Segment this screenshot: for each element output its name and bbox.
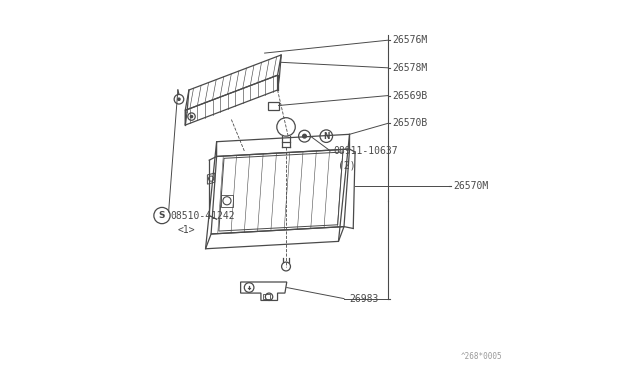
Text: N: N bbox=[323, 132, 330, 141]
Text: 26570B: 26570B bbox=[392, 118, 428, 128]
Text: 08911-10637: 08911-10637 bbox=[333, 146, 397, 156]
Text: 26570M: 26570M bbox=[453, 181, 488, 191]
Bar bbox=[221, 195, 233, 207]
Circle shape bbox=[191, 115, 193, 118]
Bar bbox=[263, 294, 270, 299]
Text: 26569B: 26569B bbox=[392, 90, 428, 100]
Text: <1>: <1> bbox=[178, 225, 195, 235]
Text: 26576M: 26576M bbox=[392, 35, 428, 45]
Text: 26578M: 26578M bbox=[392, 63, 428, 73]
Text: 26983: 26983 bbox=[349, 294, 379, 304]
Text: ^268*0005: ^268*0005 bbox=[461, 352, 503, 361]
Bar bbox=[268, 102, 278, 110]
Circle shape bbox=[303, 134, 307, 138]
Text: S: S bbox=[159, 211, 165, 220]
Circle shape bbox=[178, 98, 180, 100]
Text: 08510-41242: 08510-41242 bbox=[170, 211, 235, 221]
Text: (2): (2) bbox=[338, 161, 355, 171]
